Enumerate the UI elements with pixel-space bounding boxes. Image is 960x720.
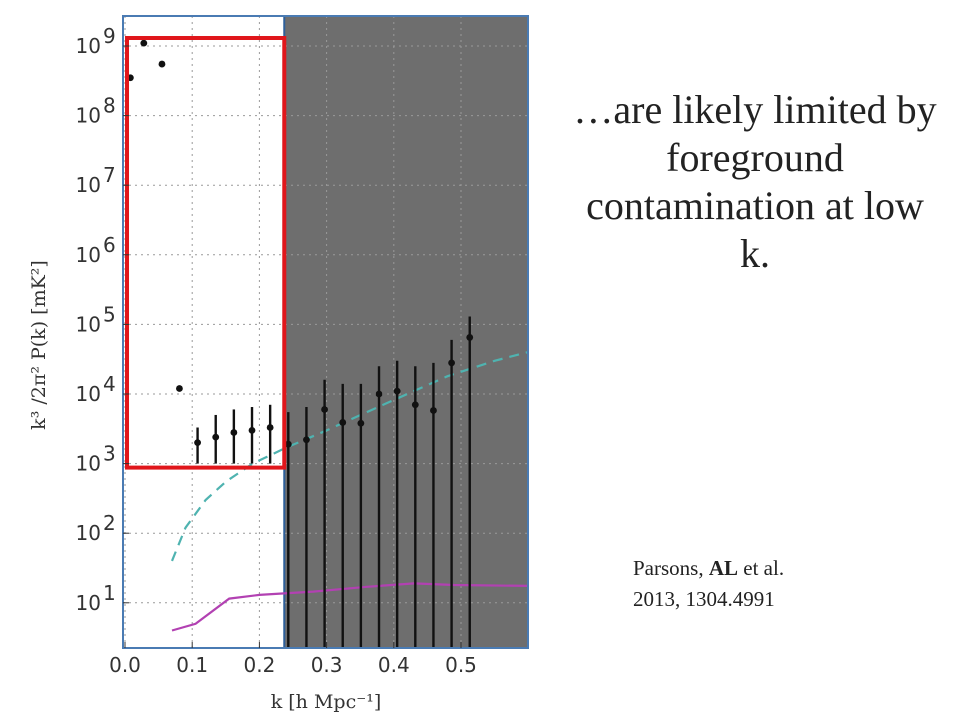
data-point bbox=[339, 419, 347, 426]
y-tick-label: 10 bbox=[76, 34, 101, 58]
y-tick-exponent: 7 bbox=[103, 163, 116, 187]
y-tick-exponent: 4 bbox=[103, 372, 116, 396]
citation-line-1: Parsons, AL et al. bbox=[633, 553, 953, 584]
citation-authors: Parsons, bbox=[633, 556, 709, 580]
data-point bbox=[411, 401, 419, 409]
data-point bbox=[321, 406, 328, 413]
highlight-box bbox=[125, 36, 287, 470]
y-tick-exponent: 8 bbox=[103, 94, 116, 118]
slide-headline: …are likely limited by foreground contam… bbox=[573, 87, 937, 276]
citation: Parsons, AL et al. 2013, 1304.4991 bbox=[633, 553, 953, 615]
data-point bbox=[393, 387, 401, 395]
y-tick-exponent: 5 bbox=[103, 302, 116, 326]
plot-frame bbox=[122, 15, 529, 649]
x-tick-label: 0.4 bbox=[378, 653, 410, 677]
shaded-region bbox=[284, 16, 528, 648]
highlight-box-layer bbox=[125, 36, 287, 470]
grid-layer bbox=[123, 16, 528, 648]
y-tick-label: 10 bbox=[76, 243, 101, 267]
data-point bbox=[194, 439, 201, 447]
citation-etal: et al. bbox=[738, 556, 785, 580]
shaded-region-layer bbox=[283, 16, 528, 648]
data-point bbox=[158, 60, 166, 68]
data-point bbox=[248, 426, 256, 434]
y-tick-label: 10 bbox=[76, 591, 101, 615]
x-tick-label: 0.0 bbox=[109, 653, 141, 677]
purple-curve bbox=[171, 582, 529, 632]
x-tick-label: 0.3 bbox=[311, 653, 343, 677]
data-point bbox=[266, 424, 274, 431]
y-tick-label: 10 bbox=[76, 312, 101, 336]
data-point bbox=[448, 359, 455, 367]
data-point bbox=[140, 39, 148, 47]
y-tick-label: 10 bbox=[76, 104, 101, 128]
data-point bbox=[176, 385, 183, 392]
y-tick-exponent: 6 bbox=[103, 233, 116, 257]
y-tick-label: 10 bbox=[76, 521, 101, 545]
x-tick-labels: 0.0 0.1 0.2 0.3 0.4 0.5 bbox=[109, 642, 477, 677]
x-tick-label: 0.5 bbox=[445, 653, 477, 677]
y-tick-exponent: 9 bbox=[103, 24, 116, 48]
data-point bbox=[230, 429, 238, 436]
citation-bold-author: AL bbox=[708, 556, 739, 580]
data-point bbox=[212, 433, 220, 441]
plot-frame-layer bbox=[122, 15, 529, 649]
y-tick-label: 10 bbox=[76, 382, 101, 406]
data-point bbox=[430, 407, 437, 414]
data-point bbox=[303, 436, 310, 444]
y-tick-label: 10 bbox=[76, 173, 101, 197]
y-tick-label: 10 bbox=[76, 452, 101, 476]
x-axis-label: k [h Mpc⁻¹] bbox=[271, 691, 382, 713]
x-tick-label: 0.1 bbox=[176, 653, 208, 677]
points-layer bbox=[126, 39, 474, 648]
y-tick-exponent: 3 bbox=[103, 442, 116, 466]
x-tick-label: 0.2 bbox=[243, 653, 275, 677]
citation-line-2: 2013, 1304.4991 bbox=[633, 587, 775, 611]
data-point bbox=[284, 440, 292, 448]
data-point bbox=[375, 390, 383, 398]
y-axis-label: k³ /2π² P(k) [mK²] bbox=[28, 260, 50, 430]
y-tick-exponent: 2 bbox=[103, 511, 116, 535]
data-point bbox=[466, 334, 474, 341]
y-tick-exponent: 1 bbox=[103, 581, 116, 605]
data-point bbox=[357, 419, 365, 427]
